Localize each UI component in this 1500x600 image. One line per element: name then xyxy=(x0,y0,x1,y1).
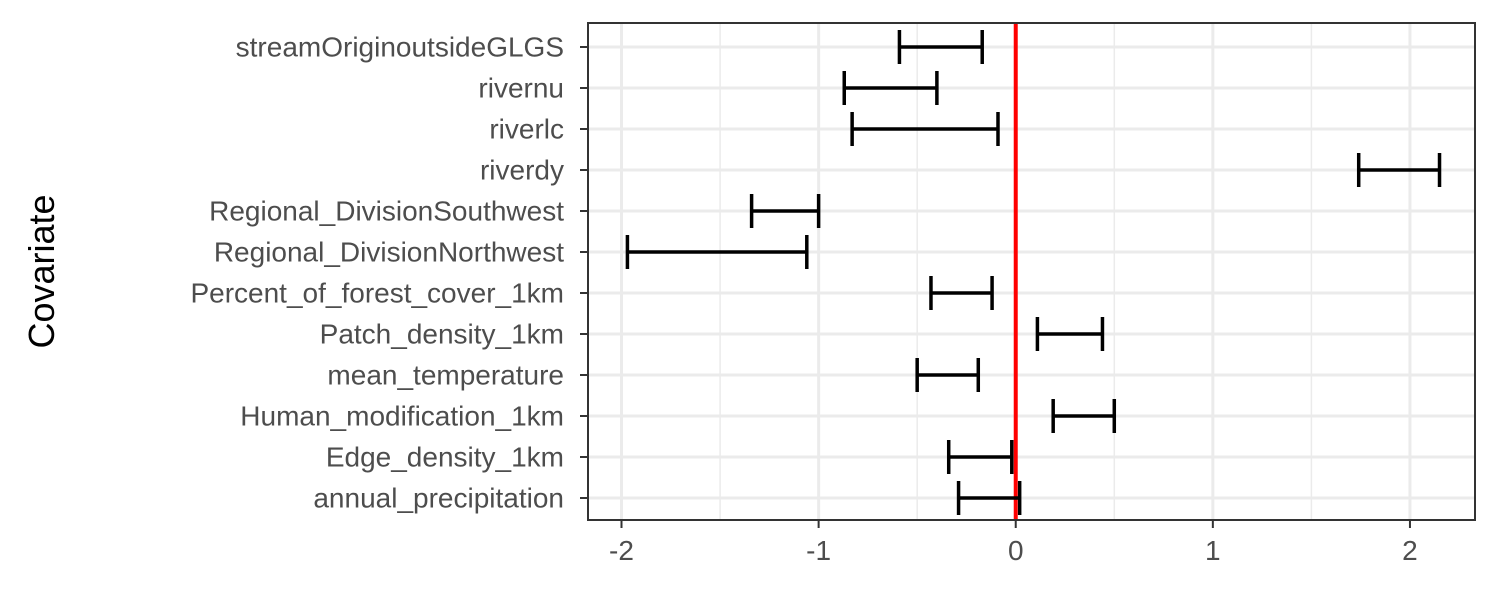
errorbar xyxy=(1356,153,1442,187)
errorbar xyxy=(850,112,1000,146)
errorbar xyxy=(625,235,809,269)
errorbar xyxy=(1035,317,1105,351)
y-axis: streamOriginoutsideGLGS rivernu riverlc riv… xyxy=(190,32,588,514)
x-tick-label: 1 xyxy=(1205,535,1221,566)
y-tick-label: streamOriginoutsideGLGS xyxy=(236,32,564,63)
x-tick-label: -1 xyxy=(806,535,831,566)
y-tick-label: Patch_density_1km xyxy=(320,319,564,350)
y-tick-label: Percent_of_forest_cover_1km xyxy=(190,278,564,309)
grid-minor-lines xyxy=(719,23,1313,520)
y-tick-label: Regional_DivisionSouthwest xyxy=(209,196,564,227)
y-axis-title: Covariate xyxy=(21,194,62,348)
errorbar xyxy=(915,358,981,392)
errorbar xyxy=(897,30,984,64)
x-axis: -2 -1 0 1 2 xyxy=(609,520,1418,566)
errorbar xyxy=(1051,399,1117,433)
y-tick-label: riverdy xyxy=(480,155,564,186)
errorbar xyxy=(749,194,821,228)
y-tick-label: Edge_density_1km xyxy=(326,442,564,473)
errorbars xyxy=(625,30,1442,515)
grid-major-lines xyxy=(588,23,1475,520)
y-tick-label: mean_temperature xyxy=(327,360,564,391)
y-tick-label: annual_precipitation xyxy=(313,483,564,514)
errorbar xyxy=(929,276,994,310)
x-tick-label: 0 xyxy=(1008,535,1024,566)
x-tick-label: -2 xyxy=(609,535,634,566)
errorbar xyxy=(956,481,1022,515)
y-tick-label: riverlc xyxy=(489,114,564,145)
y-tick-label: rivernu xyxy=(478,73,564,104)
errorbar xyxy=(946,440,1014,474)
panel-border xyxy=(587,22,1476,521)
errorbar xyxy=(842,71,939,105)
y-tick-label: Human_modification_1km xyxy=(240,401,564,432)
y-tick-label: Regional_DivisionNorthwest xyxy=(214,237,564,268)
x-tick-label: 2 xyxy=(1402,535,1418,566)
